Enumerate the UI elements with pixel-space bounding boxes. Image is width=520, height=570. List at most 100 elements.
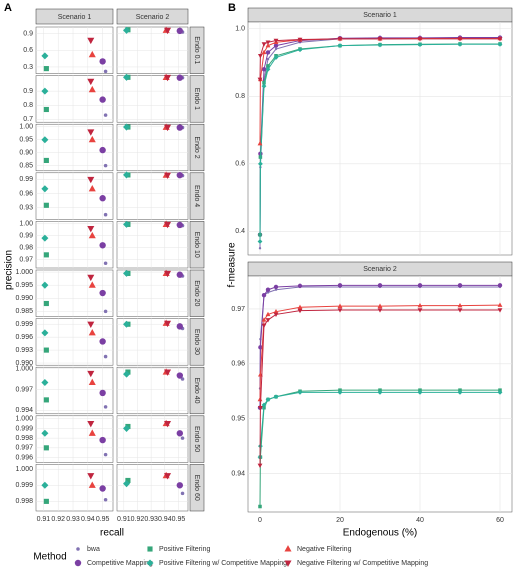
point — [337, 308, 343, 313]
row-strip-label: Endo 0.1 — [193, 36, 200, 64]
legend-label: Positive Filtering w/ Competitive Mappin… — [159, 560, 287, 567]
point — [123, 73, 131, 81]
point — [258, 504, 262, 509]
y-tick-label: 1.0 — [235, 26, 245, 33]
point — [261, 67, 267, 72]
point — [497, 41, 503, 47]
point — [87, 473, 95, 480]
strip-label: Scenario 1 — [363, 12, 397, 19]
point — [103, 261, 108, 265]
point — [284, 560, 292, 567]
point — [176, 27, 184, 35]
point — [163, 27, 172, 35]
point — [273, 394, 279, 400]
point — [41, 329, 49, 337]
point — [457, 308, 463, 313]
point — [257, 77, 263, 83]
point — [41, 281, 49, 289]
strip-label: Scenario 1 — [58, 14, 92, 21]
point — [261, 49, 267, 55]
y-tick-label: 0.90 — [19, 150, 33, 157]
y-tick-label: 0.995 — [15, 282, 33, 289]
y-tick-label: 0.998 — [15, 498, 33, 505]
facet-panel — [116, 269, 189, 317]
point — [284, 545, 292, 552]
point — [297, 389, 303, 395]
point — [297, 308, 303, 314]
y-tick-label: 0.95 — [19, 137, 33, 144]
point — [99, 96, 106, 103]
point — [123, 26, 131, 34]
legend-label: Positive Filtering — [159, 546, 210, 553]
point — [257, 239, 263, 244]
x-tick-label: 0.93 — [144, 516, 158, 523]
point — [257, 140, 263, 146]
point — [103, 405, 108, 409]
point — [99, 195, 106, 202]
point — [377, 389, 383, 395]
point — [99, 389, 106, 397]
row-strip — [189, 221, 205, 269]
point — [257, 405, 263, 411]
point — [176, 171, 184, 179]
point — [43, 106, 49, 113]
point — [265, 66, 271, 72]
point — [88, 281, 96, 288]
point — [273, 309, 279, 314]
x-tick-label: 0.93 — [66, 516, 80, 523]
point — [377, 283, 383, 288]
point — [266, 291, 270, 294]
y-tick-label: 0.998 — [15, 435, 33, 442]
point — [74, 559, 82, 567]
point — [163, 421, 172, 428]
y-tick-label: 0.6 — [23, 47, 33, 54]
point — [457, 41, 463, 47]
point — [497, 308, 503, 313]
y-tick-label: 0.6 — [235, 161, 245, 168]
point — [265, 42, 271, 48]
y-tick-label: 0.996 — [15, 454, 33, 461]
point — [457, 389, 463, 395]
point — [497, 389, 503, 395]
row-strip-label: Endo 60 — [193, 475, 200, 501]
y-tick-label: 1.000 — [15, 416, 33, 423]
y-tick-label: 0.990 — [15, 295, 33, 302]
point — [88, 50, 96, 58]
point — [99, 242, 106, 249]
point — [163, 221, 172, 229]
point — [377, 303, 383, 308]
row-strip — [189, 269, 205, 317]
y-tick-label: 0.999 — [15, 425, 33, 432]
y-tick-label: 0.996 — [15, 334, 33, 341]
point — [273, 38, 279, 44]
point — [41, 87, 49, 95]
point — [87, 176, 95, 184]
point — [266, 57, 270, 61]
y-axis-title: precision — [4, 250, 15, 290]
y-tick-label: 1.000 — [15, 269, 33, 276]
point — [497, 302, 503, 307]
point — [103, 113, 108, 117]
point — [163, 369, 172, 376]
y-tick-label: 0.95 — [231, 416, 245, 423]
point — [273, 312, 279, 318]
point — [261, 323, 267, 329]
point — [87, 37, 95, 45]
point — [43, 202, 49, 208]
row-strip — [189, 123, 205, 172]
facet-panel — [116, 221, 189, 269]
facet-panel — [116, 464, 189, 512]
point — [266, 64, 270, 68]
point — [457, 302, 463, 308]
y-tick-label: 0.3 — [23, 64, 33, 71]
y-tick-label: 0.98 — [19, 245, 33, 252]
point — [43, 300, 49, 307]
row-strip — [189, 366, 205, 415]
point — [417, 37, 423, 42]
y-tick-label: 0.85 — [19, 162, 33, 169]
row-strip-label: Endo 30 — [193, 329, 200, 355]
point — [123, 370, 131, 378]
point — [99, 146, 106, 154]
y-tick-label: 0.8 — [235, 93, 245, 100]
y-tick-label: 0.993 — [15, 347, 33, 354]
